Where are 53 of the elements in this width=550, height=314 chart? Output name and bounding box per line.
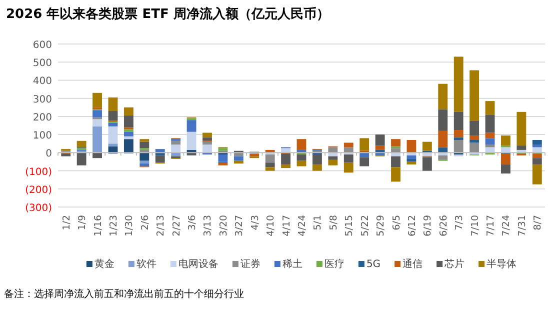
- x-tick-label: 7/24: [501, 215, 512, 236]
- x-tick-label: 2/27: [171, 215, 182, 236]
- x-tick-label: 5/22: [360, 215, 371, 236]
- x-tick-label: 5/1: [312, 215, 324, 230]
- text: 备注：选择周净流入前五和净流出前五的十个细分行业: [4, 288, 244, 300]
- x-tick-label: 1/2: [61, 215, 72, 230]
- x-tick-label: 5/29: [376, 215, 387, 236]
- y-tick-label: 0: [46, 148, 52, 160]
- x-tick-label: 6/5: [391, 215, 402, 230]
- x-tick-label: 2/6: [140, 215, 151, 230]
- legend-label: 5G: [366, 259, 381, 270]
- y-tick-label: 200: [32, 112, 52, 124]
- legend-label: 稀土: [282, 258, 302, 270]
- y-tick-label: 500: [32, 58, 52, 70]
- legend-label: 电网设备: [178, 258, 218, 270]
- x-tick-label: 1/16: [92, 215, 104, 236]
- x-tick-label: 4/24: [297, 215, 308, 236]
- x-tick-label: 4/10: [266, 215, 277, 236]
- x-tick-label: 1/30: [124, 215, 136, 236]
- x-tick-label: 5/15: [344, 215, 356, 236]
- x-tick-label: 3/6: [187, 215, 198, 230]
- chart-title: 2026 年以来各类股票 ETF 周净流入额（亿元人民币）: [6, 6, 330, 22]
- x-tick-label: 6/19: [422, 215, 434, 236]
- x-tick-label: 4/17: [281, 215, 292, 236]
- x-tick-label: 1/23: [108, 215, 120, 236]
- x-tick-label: 7/31: [516, 215, 528, 236]
- x-tick-label: 3/27: [234, 215, 246, 236]
- legend-label: 半导体: [486, 258, 517, 270]
- y-tick-label: 300: [32, 94, 52, 106]
- legend-label: 通信: [402, 258, 423, 270]
- x-tick-label: 5/8: [328, 215, 340, 230]
- x-tick-label: 4/3: [250, 215, 261, 230]
- x-tick-label: 6/26: [438, 215, 450, 236]
- y-tick-label: (300): [25, 203, 52, 214]
- x-tick-label: 7/3: [454, 215, 466, 230]
- y-tick-label: 100: [32, 130, 52, 142]
- y-tick-label: (100): [25, 166, 52, 178]
- legend-label: 软件: [136, 258, 156, 270]
- legend-label: 芯片: [444, 258, 465, 270]
- x-tick-label: 7/10: [470, 215, 481, 236]
- x-tick-label: 3/20: [218, 215, 230, 236]
- x-tick-label: 8/7: [532, 215, 544, 230]
- y-tick-label: 400: [32, 76, 52, 88]
- legend-label: 黄金: [94, 258, 114, 270]
- y-tick-label: (200): [25, 184, 52, 196]
- legend-label: 证券: [240, 258, 260, 270]
- x-tick-label: 3/13: [202, 215, 214, 236]
- legend-label: 医疗: [324, 258, 344, 270]
- x-tick-label: 2/13: [156, 215, 167, 236]
- x-tick-label: 7/17: [486, 215, 497, 236]
- x-tick-label: 1/9: [77, 215, 88, 230]
- y-tick-label: 600: [32, 40, 52, 51]
- x-tick-label: 6/12: [406, 215, 418, 236]
